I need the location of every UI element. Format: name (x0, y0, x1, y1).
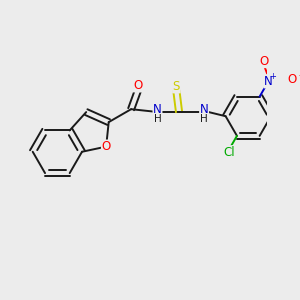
Text: N: N (153, 103, 162, 116)
Text: O: O (288, 73, 297, 86)
Text: S: S (173, 80, 180, 93)
Text: N: N (200, 103, 208, 116)
Text: O: O (260, 55, 269, 68)
Text: N: N (264, 75, 273, 88)
Text: H: H (154, 114, 161, 124)
Text: -: - (298, 70, 300, 80)
Text: H: H (200, 114, 208, 124)
Text: O: O (101, 140, 111, 153)
Text: +: + (269, 72, 276, 81)
Text: O: O (134, 79, 143, 92)
Text: Cl: Cl (223, 146, 235, 159)
